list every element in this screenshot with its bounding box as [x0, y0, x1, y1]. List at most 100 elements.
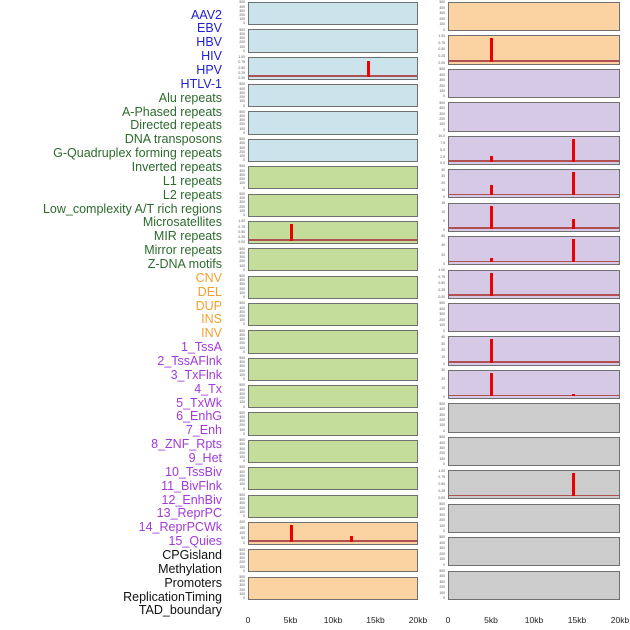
x-tick-label-0: 0 [245, 615, 251, 625]
y-tick-label: 300 [239, 309, 245, 314]
y-tick-label: 400 [239, 387, 245, 392]
track-label-replicationtiming: ReplicationTiming [123, 589, 222, 604]
y-tick-label: 500 [439, 435, 445, 440]
track-baseline [449, 294, 619, 296]
y-tick-label: 300 [239, 364, 245, 369]
track-baseline [449, 60, 619, 62]
data-spike [490, 272, 493, 296]
y-tick-label: 400 [439, 306, 445, 311]
y-tick-label: 1.00 [238, 219, 245, 224]
track-label-dup: DUP [195, 298, 222, 313]
y-tick-label: 200 [239, 450, 245, 455]
y-tick-label: 200 [239, 40, 245, 45]
y-tick-label: 200 [239, 520, 245, 525]
track-label-11-bivflnk: 11_BivFlnk [161, 478, 222, 493]
y-tick-label: 200 [439, 585, 445, 590]
track-label-aav2: AAV2 [190, 7, 222, 22]
y-tick-label: 0 [443, 27, 445, 32]
y-tick-label: 100 [239, 345, 245, 350]
y-tick-label: 400 [439, 440, 445, 445]
track-label-del: DEL [197, 284, 222, 299]
y-tick-label: 400 [239, 332, 245, 337]
y-tick-label: 7.5 [440, 140, 445, 145]
track-label-7-enh: 7_Enh [185, 423, 222, 438]
y-tick-label: 300 [439, 579, 445, 584]
track-0-20 [248, 549, 418, 573]
y-tick-label: 20 [441, 181, 445, 186]
track-0-18 [248, 494, 418, 518]
y-tick-label: 400 [239, 250, 245, 255]
x-tick-label-20kb: 20kb [610, 615, 630, 625]
y-tick-label: 100 [239, 318, 245, 323]
track-1-11 [448, 369, 620, 400]
data-spike [571, 393, 575, 397]
y-tick-label: 100 [439, 423, 445, 428]
y-tick-label: 400 [239, 113, 245, 118]
y-tick-label: 500 [239, 410, 245, 415]
y-tick-label: 100 [439, 523, 445, 528]
x-tick-label-0: 0 [445, 615, 451, 625]
track-baseline [449, 160, 619, 162]
y-tick-label: 500 [239, 465, 245, 470]
track-label-12-enhbiv: 12_EnhBiv [161, 492, 222, 507]
y-tick-label: 300 [439, 445, 445, 450]
y-tick-label: 200 [439, 451, 445, 456]
y-tick-label: 100 [239, 263, 245, 268]
y-tick-label: 100 [239, 455, 245, 460]
track-1-1 [448, 35, 620, 65]
y-tick-label: 100 [239, 17, 245, 22]
y-tick-label: 0 [243, 130, 245, 135]
y-tick-label: 100 [439, 590, 445, 595]
y-tick-label: 300 [239, 501, 245, 506]
y-tick-label: 500 [239, 574, 245, 579]
track-0-1 [248, 29, 418, 53]
y-tick-label: 200 [239, 587, 245, 592]
track-0-5 [248, 138, 418, 162]
y-tick-label: 10 [441, 355, 445, 360]
y-tick-label: 10 [441, 210, 445, 215]
y-tick-label: 500 [239, 109, 245, 114]
track-label-mir-repeats: MIR repeats [153, 229, 222, 244]
y-tick-label: 300 [439, 11, 445, 16]
y-tick-label: 300 [239, 446, 245, 451]
y-tick-label: 0 [243, 541, 245, 546]
y-tick-label: 400 [239, 414, 245, 419]
data-spike [490, 205, 493, 229]
y-tick-label: 100 [239, 400, 245, 405]
y-tick-label: 500 [439, 301, 445, 306]
y-tick-label: 0 [243, 568, 245, 573]
track-label-3-txflnk: 3_TxFlnk [170, 367, 222, 382]
y-tick-label: 500 [239, 547, 245, 552]
y-tick-label: 300 [239, 145, 245, 150]
y-tick-label: 10 [441, 386, 445, 391]
track-baseline [449, 227, 619, 229]
y-tick-label: 400 [439, 407, 445, 412]
y-tick-label: 0.75 [438, 475, 445, 480]
y-tick-label: 1.00 [238, 55, 245, 60]
y-tick-label: 300 [239, 118, 245, 123]
right-y-axis-column: 500 400 300 200 100 0 1.00 0.75 0.50 0.25 0.00 500 4… [428, 0, 446, 606]
y-tick-label: 0.0 [440, 161, 445, 166]
y-tick-label: 40 [441, 243, 445, 248]
y-tick-label: 100 [239, 591, 245, 596]
y-tick-label: 500 [239, 301, 245, 306]
y-tick-label: 400 [239, 442, 245, 447]
y-tick-label: 100 [239, 427, 245, 432]
y-tick-label: 100 [239, 290, 245, 295]
y-tick-label: 0 [243, 185, 245, 190]
y-tick-label: 500 [239, 27, 245, 32]
y-tick-label: 400 [239, 497, 245, 502]
data-spike [571, 219, 575, 229]
y-tick-label: 100 [439, 22, 445, 27]
y-tick-label: 60 [441, 234, 445, 239]
track-0-17 [248, 467, 418, 491]
y-tick-label: 400 [439, 5, 445, 10]
y-tick-label: 0.25 [438, 288, 445, 293]
y-tick-label: 20 [441, 252, 445, 257]
y-tick-label: 500 [239, 328, 245, 333]
y-tick-label: 300 [439, 78, 445, 83]
y-tick-label: 200 [239, 423, 245, 428]
track-label-promoters: Promoters [164, 575, 222, 590]
y-tick-label: 100 [239, 530, 245, 535]
y-tick-label: 500 [239, 273, 245, 278]
